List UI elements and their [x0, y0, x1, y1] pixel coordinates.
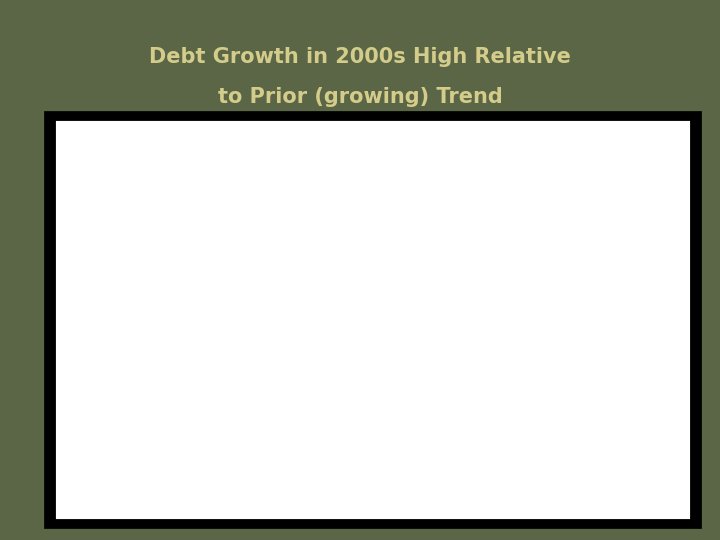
- Text: Forecast Debt/GDP: Forecast Debt/GDP: [341, 423, 472, 437]
- Text: to Prior (growing) Trend: to Prior (growing) Trend: [217, 87, 503, 107]
- Text: (Based on 1980-99, AR(4) Model): (Based on 1980-99, AR(4) Model): [341, 433, 572, 447]
- Text: Debt Growth in 2000s High Relative: Debt Growth in 2000s High Relative: [149, 46, 571, 67]
- Text: Actual Debt/GDP: Actual Debt/GDP: [428, 231, 556, 246]
